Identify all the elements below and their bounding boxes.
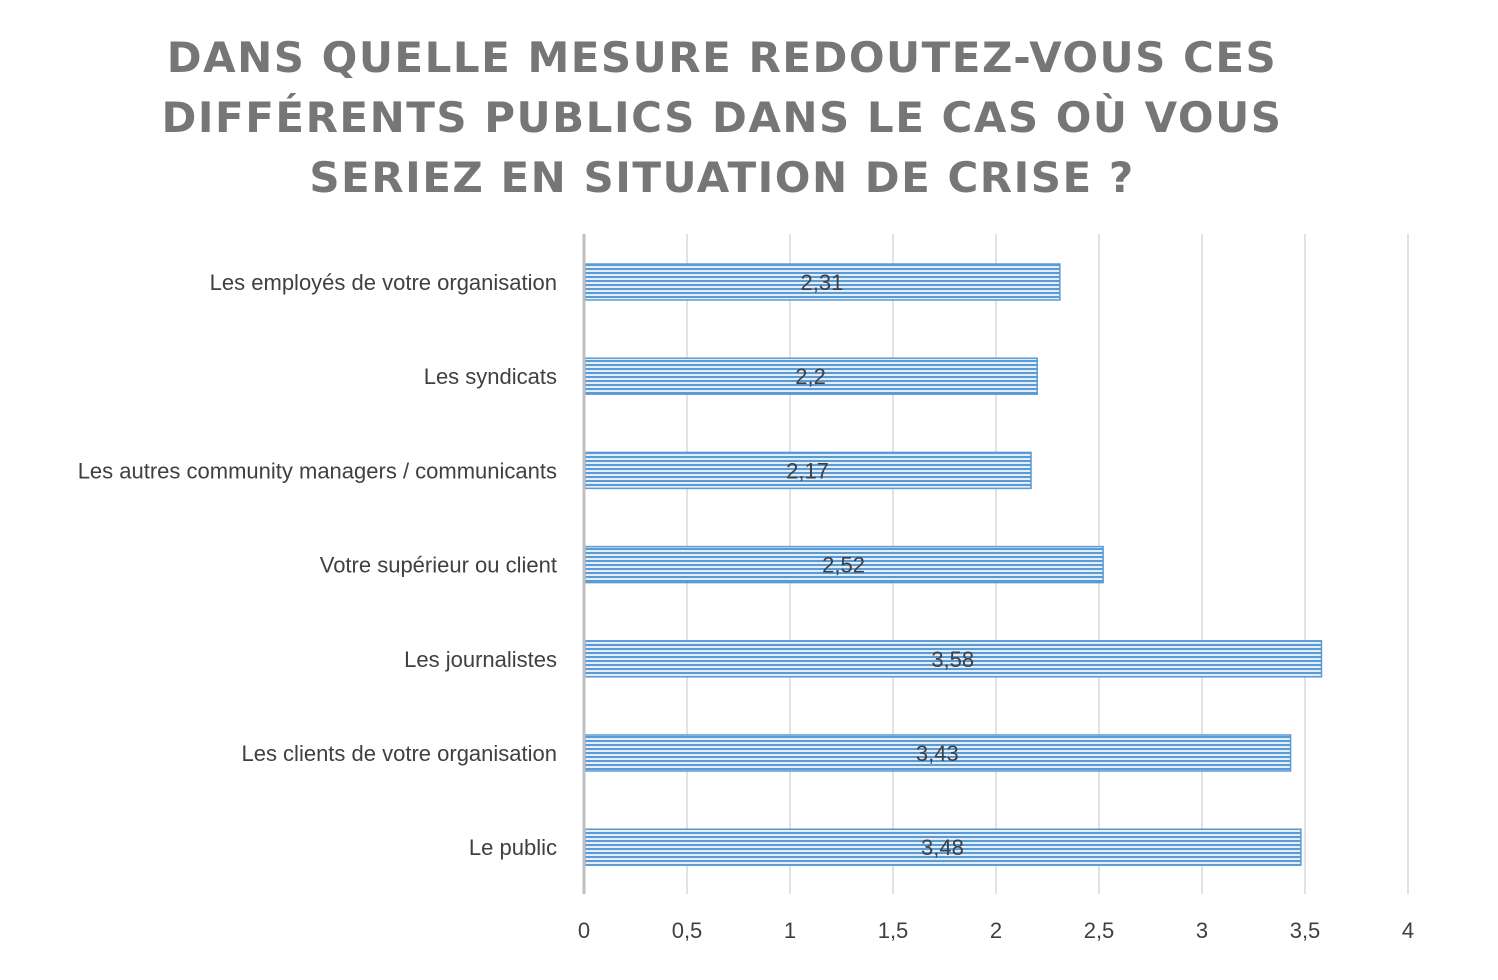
data-label: 2,17 [786, 458, 829, 483]
data-label: 3,58 [931, 647, 974, 672]
x-tick-label: 0 [578, 918, 590, 943]
x-tick-label: 1 [784, 918, 796, 943]
data-label: 3,43 [916, 741, 959, 766]
category-label: Les autres community managers / communic… [78, 458, 557, 483]
x-tick-label: 3 [1196, 918, 1208, 943]
bar [584, 545, 1104, 584]
data-label: 2,31 [801, 270, 844, 295]
x-tick-label: 1,5 [878, 918, 909, 943]
category-label: Les journalistes [404, 647, 557, 672]
labels: 0 0,5 1 1,5 2 2,5 3 3,5 4 Les employés de votre o… [78, 270, 1414, 943]
x-tick-label: 0,5 [672, 918, 703, 943]
bar [584, 734, 1292, 772]
x-tick-label: 4 [1402, 918, 1414, 943]
x-tick-label: 3,5 [1290, 918, 1321, 943]
chart-title: DANS QUELLE MESURE REDOUTEZ-VOUS CES DIF… [0, 28, 1444, 208]
category-label: Les employés de votre organisation [210, 270, 557, 295]
data-label: 3,48 [921, 835, 964, 860]
chart-title-line: DANS QUELLE MESURE REDOUTEZ-VOUS CES [166, 33, 1278, 82]
bars [584, 263, 1323, 866]
data-label: 2,52 [822, 553, 865, 578]
category-label: Le public [469, 835, 557, 860]
x-tick-label: 2,5 [1084, 918, 1115, 943]
chart-title-line: SERIEZ EN SITUATION DE CRISE ? [309, 153, 1135, 202]
category-label: Les clients de votre organisation [241, 741, 557, 766]
chart-title-line: DIFFÉRENTS PUBLICS DANS LE CAS OÙ VOUS [161, 93, 1283, 142]
bar [584, 828, 1302, 866]
data-label: 2,2 [795, 364, 826, 389]
category-label: Votre supérieur ou client [320, 553, 557, 578]
bar [584, 640, 1323, 678]
x-tick-label: 2 [990, 918, 1002, 943]
category-label: Les syndicats [424, 364, 557, 389]
